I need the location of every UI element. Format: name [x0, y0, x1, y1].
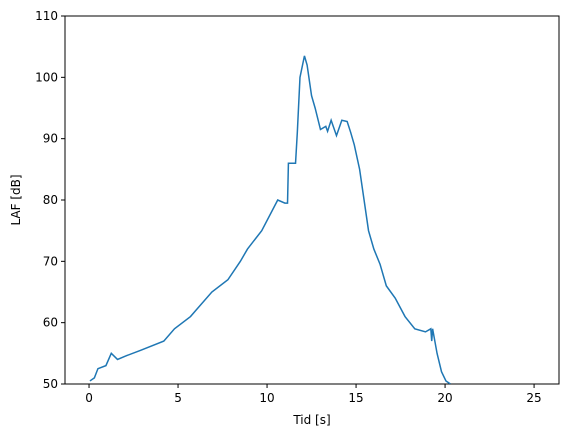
- y-tick-label: 70: [43, 254, 58, 268]
- y-axis-label: LAF [dB]: [9, 174, 23, 225]
- y-tick-label: 100: [35, 70, 58, 84]
- y-tick-label: 90: [43, 132, 58, 146]
- x-tick-label: 5: [174, 391, 182, 405]
- y-tick-label: 110: [35, 9, 58, 23]
- y-tick-label: 80: [43, 193, 58, 207]
- y-tick-label: 50: [43, 377, 58, 391]
- x-tick-label: 20: [437, 391, 452, 405]
- data-line: [89, 55, 451, 384]
- x-tick-label: 10: [259, 391, 274, 405]
- axes-frame: [64, 15, 560, 385]
- x-tick-label: 15: [348, 391, 363, 405]
- y-tick-label: 60: [43, 316, 58, 330]
- x-tick-label: 25: [526, 391, 541, 405]
- x-tick-label: 0: [85, 391, 93, 405]
- x-axis-label: Tid [s]: [292, 413, 330, 427]
